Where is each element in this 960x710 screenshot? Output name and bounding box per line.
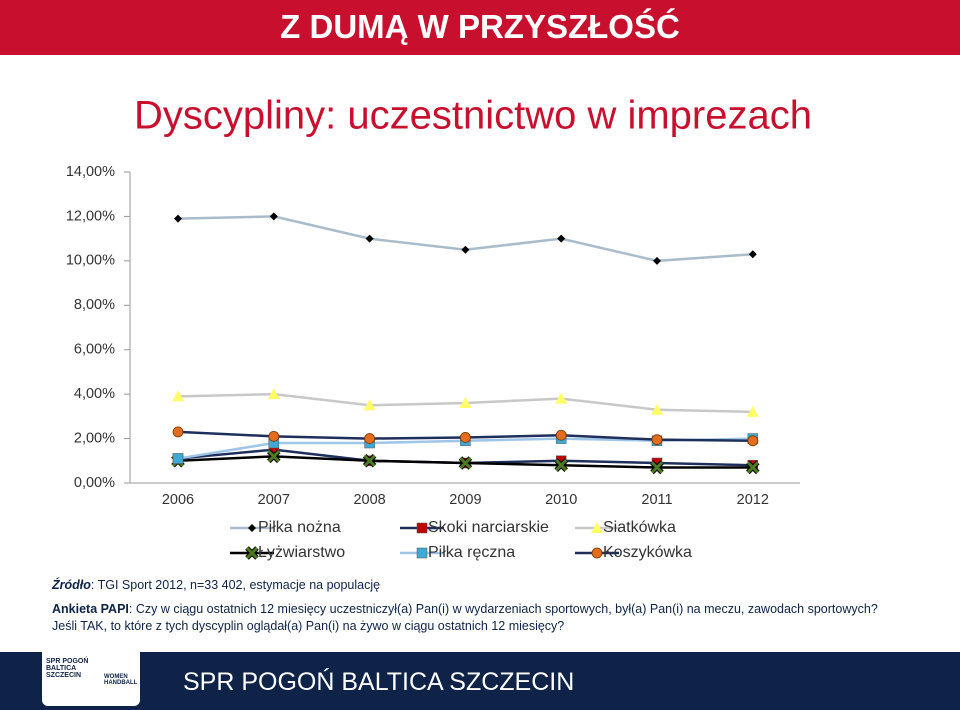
question: Ankieta PAPI: Czy w ciągu ostatnich 12 m… (52, 602, 878, 616)
x-tick-label: 2010 (545, 492, 577, 508)
legend-label: Piłka nożna (258, 519, 341, 536)
y-tick-label: 4,00% (74, 386, 115, 402)
header: Z DUMĄ W PRZYSZŁOŚĆ (0, 0, 960, 55)
marker (653, 256, 661, 265)
marker (459, 432, 471, 443)
marker (747, 435, 759, 447)
marker (748, 250, 757, 259)
legend-marker-inner (245, 546, 259, 560)
x-tick-label: 2006 (162, 492, 194, 508)
y-tick-label: 6,00% (74, 342, 115, 358)
marker-inner (459, 456, 472, 470)
marker-inner (555, 459, 568, 472)
y-tick-label: 8,00% (74, 297, 115, 313)
legend-marker (591, 547, 603, 559)
marker (172, 390, 184, 402)
legend-label: Koszykówka (603, 544, 692, 561)
marker (746, 405, 759, 417)
marker (459, 397, 472, 409)
source-label: Źródło (52, 578, 91, 592)
legend-marker (416, 522, 428, 534)
marker-inner (363, 454, 376, 467)
legend-label: Piłka ręczna (428, 544, 515, 561)
source-text: : TGI Sport 2012, n=33 402, estymacje na… (90, 578, 381, 592)
logo: SPR POGOŃ BALTICA SZCZECIN WOMEN HANDBAL… (42, 640, 140, 706)
y-tick-label: 12,00% (66, 208, 115, 224)
legend-marker (416, 547, 428, 559)
chart: Dyscypliny: uczestnictwo w imprezach 0,0… (66, 94, 812, 562)
x-tick-label: 2011 (641, 492, 672, 508)
marker (555, 392, 568, 404)
x-tick-label: 2012 (737, 492, 769, 508)
header-title: Z DUMĄ W PRZYSZŁOŚĆ (280, 8, 680, 45)
logo-text: SPR POGOŃ BALTICA SZCZECIN (46, 658, 89, 679)
legend-marker (248, 524, 256, 532)
logo-text: WOMEN HANDBALL (104, 674, 138, 686)
legend-label: Siatkówka (603, 519, 676, 536)
legend-marker (591, 522, 603, 533)
x-tick-label: 2009 (449, 492, 481, 508)
marker (363, 399, 376, 411)
marker-inner (746, 461, 759, 474)
source: Źródło: TGI Sport 2012, n=33 402, estyma… (52, 578, 380, 592)
legend-label: Skoki narciarskie (428, 519, 549, 536)
y-tick-label: 2,00% (74, 430, 115, 446)
series-line (177, 215, 753, 263)
footer-title: SPR POGOŃ BALTICA SZCZECIN (183, 668, 575, 696)
y-tick-label: 0,00% (74, 475, 115, 491)
question-line2: Jeśli TAK, to które z tych dyscyplin ogl… (52, 619, 565, 633)
y-tick-label: 10,00% (66, 253, 115, 269)
marker (174, 214, 182, 223)
marker (267, 388, 280, 400)
marker (268, 430, 280, 442)
question-text: : Czy w ciągu ostatnich 12 miesięcy ucze… (128, 602, 878, 616)
marker (172, 426, 184, 438)
marker (651, 403, 663, 415)
x-tick-label: 2007 (258, 492, 290, 508)
chart-title: Dyscypliny: uczestnictwo w imprezach (134, 94, 812, 138)
marker-inner (267, 450, 280, 463)
footer: SPR POGOŃ BALTICA SZCZECIN WOMEN HANDBAL… (0, 640, 960, 710)
marker (651, 434, 663, 446)
question-label: Ankieta PAPI (52, 602, 129, 616)
marker (172, 453, 184, 464)
marker-inner (650, 461, 664, 474)
marker (557, 234, 566, 243)
marker (365, 234, 374, 243)
marker (461, 245, 470, 254)
marker (555, 429, 567, 441)
y-tick-label: 14,00% (66, 164, 115, 180)
marker (269, 212, 278, 221)
x-tick-label: 2008 (353, 492, 385, 508)
marker (364, 433, 376, 444)
legend-label: Łyżwiarstwo (258, 544, 345, 561)
